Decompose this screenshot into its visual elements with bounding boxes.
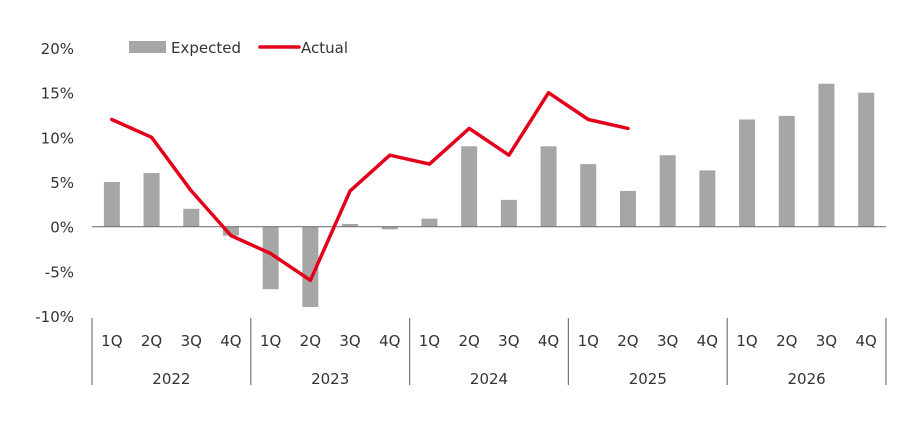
x-tick-label: 2Q [617, 332, 638, 350]
expected-bar [183, 208, 200, 227]
actual-line [110, 90, 630, 283]
year-label: 2022 [152, 370, 190, 388]
x-tick-label: 3Q [339, 332, 360, 350]
x-tick-label: 2Q [141, 332, 162, 350]
year-label: 2024 [470, 370, 508, 388]
y-tick-label: 15% [41, 85, 74, 103]
y-axis: 20% 15% 10% 5% 0% -5% -10% [35, 40, 74, 326]
x-tick-label: 4Q [538, 332, 559, 350]
x-tick-label: 3Q [816, 332, 837, 350]
x-axis: 1Q 2Q 3Q 4Q 1Q 2Q 3Q 4Q 1Q 2Q 3Q 4Q 1Q 2Q 3Q 4Q 1Q 2Q 3Q 4Q… [91, 318, 887, 388]
y-tick-label: -10% [35, 308, 74, 326]
x-tick-label: 2Q [300, 332, 321, 350]
y-tick-label: 20% [41, 40, 74, 58]
x-tick-label: 3Q [498, 332, 519, 350]
x-tick-label: 2Q [776, 332, 797, 350]
expected-bar [421, 218, 438, 227]
x-tick-label: 4Q [220, 332, 241, 350]
year-label: 2026 [788, 370, 826, 388]
x-tick-label: 2Q [458, 332, 479, 350]
expected-bar [699, 170, 716, 227]
expected-bar [818, 83, 835, 227]
legend-expected-label: Expected [171, 39, 241, 57]
expected-bar [858, 92, 875, 227]
expected-bar [540, 146, 557, 227]
expected-bar [262, 226, 279, 290]
expected-bar [619, 190, 636, 227]
legend-expected-swatch [129, 41, 166, 53]
x-tick-label: 3Q [181, 332, 202, 350]
expected-bar [580, 164, 597, 227]
expected-bar [659, 155, 676, 227]
y-tick-label: 10% [41, 129, 74, 147]
x-tick-label: 4Q [697, 332, 718, 350]
x-tick-label: 1Q [260, 332, 281, 350]
x-tick-label: 4Q [855, 332, 876, 350]
expected-bars [103, 83, 875, 308]
x-tick-label: 1Q [101, 332, 122, 350]
expected-bar [461, 146, 478, 227]
x-tick-label: 1Q [736, 332, 757, 350]
x-tick-label: 3Q [657, 332, 678, 350]
y-tick-label: 5% [50, 174, 74, 192]
expected-bar [222, 226, 239, 236]
expected-bar [302, 226, 319, 308]
year-label: 2023 [311, 370, 349, 388]
year-label: 2025 [629, 370, 667, 388]
expected-bar [778, 115, 795, 227]
y-tick-label: 0% [50, 219, 74, 237]
expected-bar [500, 199, 517, 227]
expected-bar [342, 223, 359, 227]
expected-bar [739, 119, 756, 227]
y-tick-label: -5% [45, 263, 74, 281]
legend: Expected Actual [129, 39, 348, 57]
expected-bar [143, 173, 160, 227]
legend-actual-label: Actual [301, 39, 348, 57]
expected-bar [381, 226, 398, 230]
x-tick-label: 1Q [419, 332, 440, 350]
expected-bar [103, 182, 120, 227]
x-tick-label: 4Q [379, 332, 400, 350]
x-tick-label: 1Q [578, 332, 599, 350]
